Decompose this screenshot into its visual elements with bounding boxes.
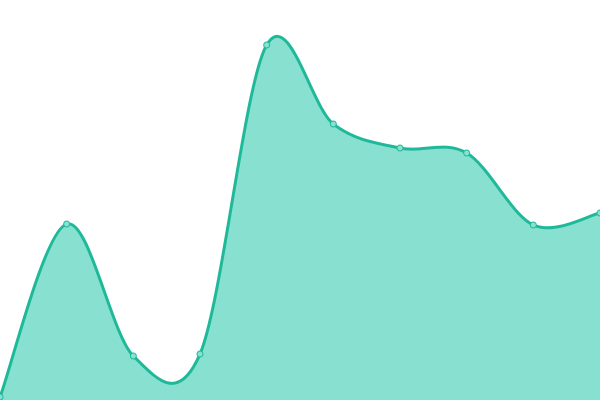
data-point [396, 144, 404, 152]
data-point [529, 221, 537, 229]
area-fill [0, 36, 600, 400]
data-point [463, 149, 471, 157]
data-point [329, 120, 337, 128]
data-point [0, 393, 4, 400]
area-line [0, 34, 600, 398]
data-point [129, 352, 137, 360]
data-point [263, 41, 271, 49]
data-point [63, 220, 71, 228]
data-point [196, 350, 204, 358]
data-point [596, 209, 600, 217]
